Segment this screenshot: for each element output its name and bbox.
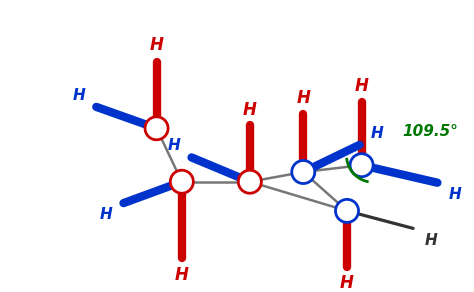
Circle shape xyxy=(292,161,315,184)
Text: H: H xyxy=(340,274,354,292)
Text: H: H xyxy=(168,138,181,153)
Circle shape xyxy=(350,154,373,177)
Text: H: H xyxy=(100,207,112,222)
Text: H: H xyxy=(150,36,164,54)
Circle shape xyxy=(170,170,193,193)
Circle shape xyxy=(238,170,261,193)
Text: H: H xyxy=(424,232,437,248)
Circle shape xyxy=(145,117,168,140)
Text: H: H xyxy=(73,88,85,103)
Text: H: H xyxy=(175,266,189,284)
Text: 109.5°: 109.5° xyxy=(402,124,458,139)
Text: H: H xyxy=(355,77,369,95)
Text: H: H xyxy=(448,187,461,202)
Text: H: H xyxy=(296,89,310,107)
Circle shape xyxy=(336,199,358,223)
Text: H: H xyxy=(243,101,257,119)
Text: H: H xyxy=(371,126,383,141)
